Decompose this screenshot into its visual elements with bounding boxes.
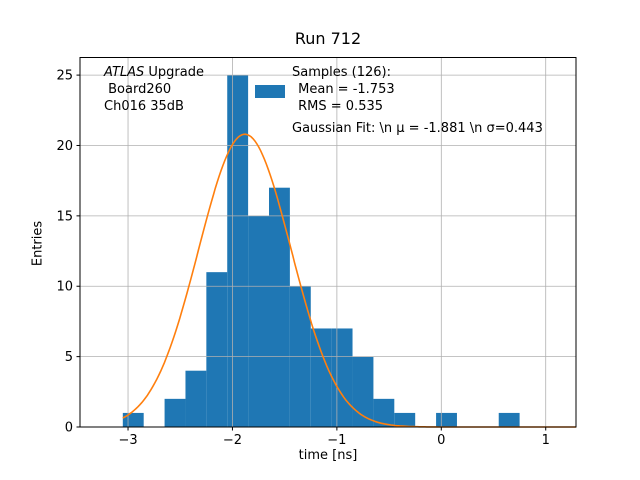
legend-samples-label: Samples (126): bbox=[292, 65, 391, 80]
svg-text:5: 5 bbox=[65, 350, 73, 365]
svg-text:1: 1 bbox=[542, 433, 550, 448]
svg-text:0: 0 bbox=[65, 421, 73, 436]
annotation-atlas-italic: ATLAS bbox=[104, 65, 145, 80]
legend-gaussian-fit-label: Gaussian Fit: \n μ = -1.881 \n σ=0.443 bbox=[292, 121, 543, 136]
legend-rms-label: RMS = 0.535 bbox=[294, 99, 384, 114]
annotation-upgrade: Upgrade bbox=[144, 65, 204, 80]
legend-histogram-swatch bbox=[255, 85, 285, 98]
legend-mean-label: Mean = -1.753 bbox=[294, 82, 395, 97]
y-axis-label: Entries bbox=[30, 220, 46, 267]
svg-text:0: 0 bbox=[437, 433, 445, 448]
svg-text:20: 20 bbox=[56, 139, 73, 154]
svg-text:−3: −3 bbox=[118, 433, 137, 448]
svg-text:10: 10 bbox=[56, 280, 73, 295]
svg-text:25: 25 bbox=[56, 69, 73, 84]
svg-text:15: 15 bbox=[56, 209, 73, 224]
svg-text:−2: −2 bbox=[223, 433, 242, 448]
annotation-line-channel: Ch016 35dB bbox=[104, 99, 184, 114]
annotation-line-board: Board260 bbox=[104, 82, 172, 97]
chart-title: Run 712 bbox=[294, 29, 362, 48]
annotation-line-detector: ATLAS Upgrade bbox=[104, 64, 204, 81]
svg-text:−1: −1 bbox=[327, 433, 346, 448]
x-axis-label: time [ns] bbox=[298, 448, 358, 463]
